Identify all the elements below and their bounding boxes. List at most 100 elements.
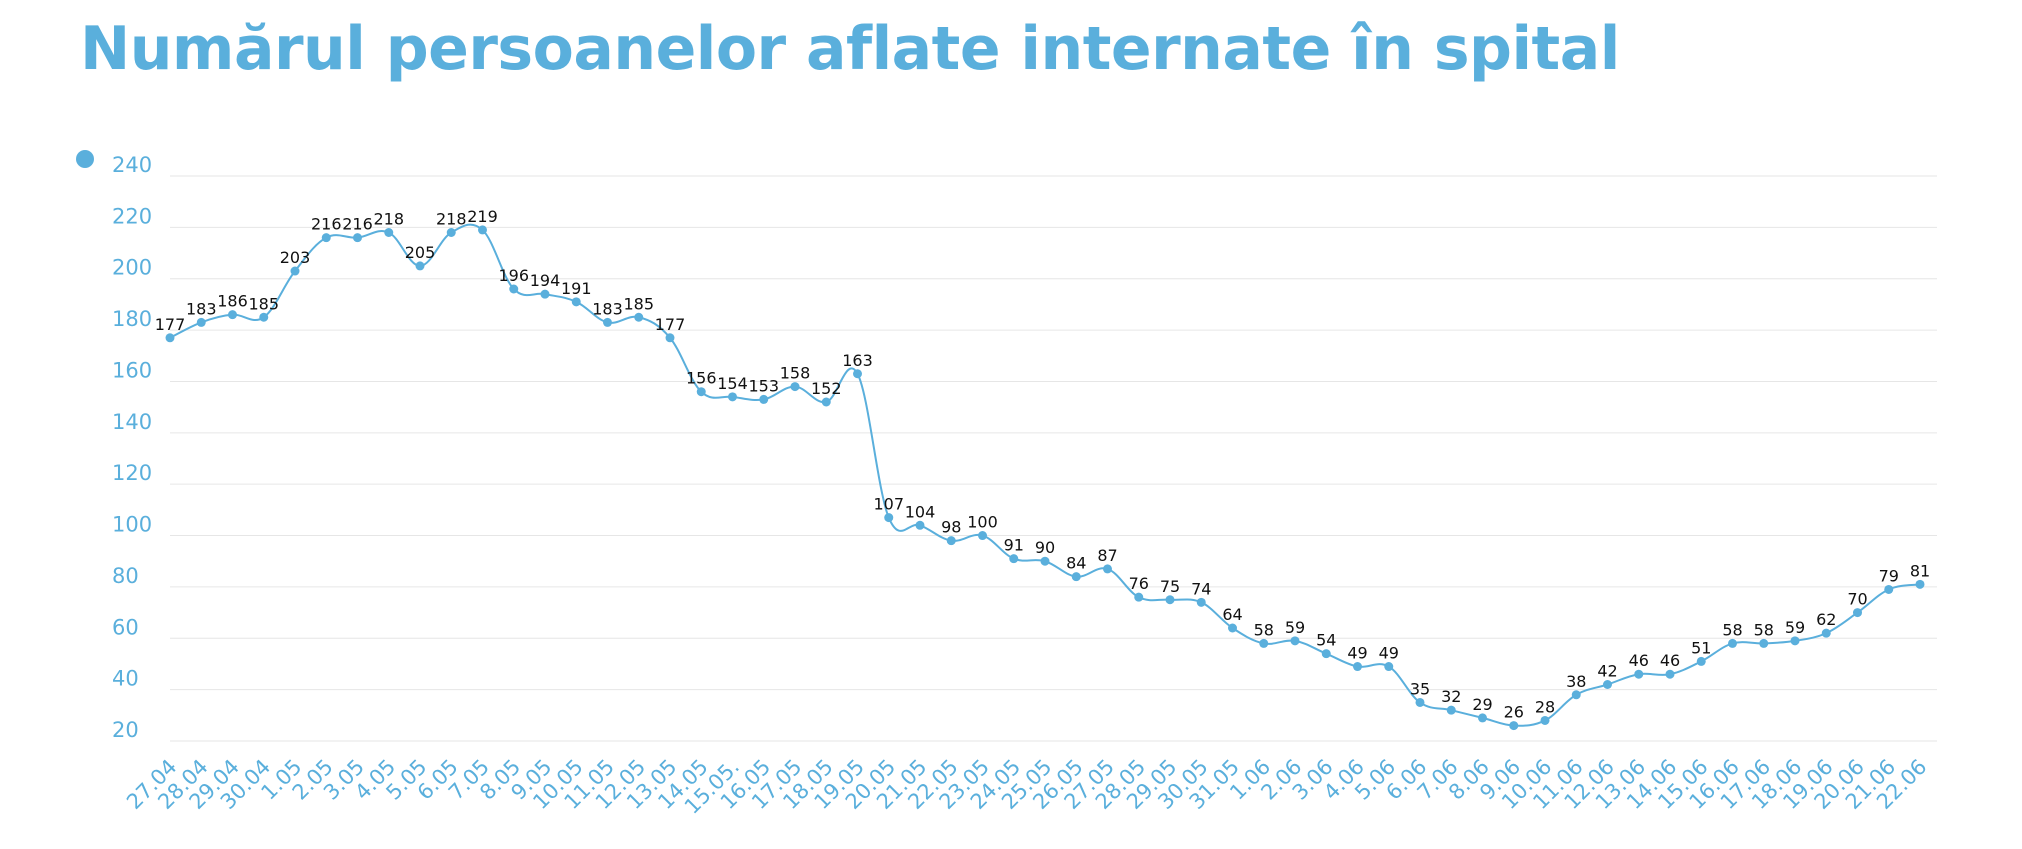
x-axis: 27.0428.0429.0430.041.052.053.054.055.05… [122,755,1931,819]
data-label: 76 [1129,574,1149,593]
data-point [1509,721,1519,731]
data-point [665,333,675,343]
data-point [540,289,550,299]
data-label: 51 [1691,638,1711,657]
data-label: 75 [1160,577,1180,596]
data-point [1165,595,1175,605]
y-tick-label: 180 [112,307,152,331]
data-label: 54 [1316,631,1336,650]
data-label: 100 [967,513,998,532]
chart-title: Numărul persoanelor aflate internate în … [80,14,1620,84]
series-line [169,223,1921,727]
data-label: 219 [467,207,498,226]
data-label: 58 [1722,620,1742,639]
data-label: 49 [1379,644,1399,663]
data-point [353,233,362,243]
data-point [1728,638,1737,648]
data-label: 70 [1847,590,1867,609]
data-label: 205 [405,243,436,262]
data-point [1853,608,1862,618]
data-point [1915,579,1925,589]
data-point [1040,556,1050,566]
data-label: 185 [623,294,654,313]
data-point [1009,554,1019,564]
data-point [1259,638,1269,648]
data-point [1353,662,1362,672]
data-label: 98 [941,518,961,537]
data-point [1384,662,1394,672]
data-label: 185 [248,294,279,313]
data-point [1665,669,1675,679]
data-point [384,228,394,237]
data-label: 216 [342,215,373,234]
data-label: 79 [1879,566,1899,585]
data-point [415,261,425,271]
data-label: 186 [217,292,248,311]
data-label: 28 [1535,697,1555,716]
data-label: 218 [373,210,404,229]
data-label: 153 [748,376,779,395]
data-point [759,394,769,404]
data-point [1571,690,1581,700]
data-point [696,387,706,397]
y-axis: 20 40 60 80 100 120 140 160 180 200 220 240 [112,153,152,742]
data-label: 191 [561,279,592,298]
data-point [1134,592,1144,602]
data-point [1790,636,1800,646]
data-label: 42 [1597,662,1617,681]
data-point [821,397,831,407]
data-label: 46 [1660,651,1680,670]
data-label: 35 [1410,679,1430,698]
data-label: 104 [905,502,936,521]
data-point [915,520,925,530]
data-point [509,284,519,294]
data-label: 156 [686,369,717,388]
data-point [1196,597,1206,607]
y-tick-label: 100 [112,513,152,537]
data-point [946,536,956,546]
data-point [228,310,237,320]
data-label: 62 [1816,610,1836,629]
data-label: 152 [811,379,842,398]
data-label: 177 [655,315,686,334]
data-point [603,317,612,327]
data-label: 91 [1004,536,1024,555]
data-point [1103,564,1112,574]
data-label: 46 [1629,651,1649,670]
data-label: 218 [436,210,467,229]
data-label: 194 [530,271,561,290]
data-point [728,392,737,402]
legend-marker [76,150,94,168]
data-point [1290,636,1300,646]
data-point [1821,628,1831,638]
data-point [1446,705,1456,715]
y-tick-label: 40 [112,667,139,691]
data-label: 84 [1066,554,1086,573]
data-point [1478,713,1487,723]
data-label: 183 [186,299,217,318]
data-label: 29 [1472,695,1492,714]
data-label: 196 [498,266,529,285]
data-point [290,266,300,276]
data-label: 49 [1347,644,1367,663]
data-point [1603,680,1612,689]
data-point [1884,584,1894,594]
y-tick-label: 220 [112,204,152,228]
y-tick-label: 80 [112,564,139,588]
data-point [165,333,175,343]
data-point [571,297,581,307]
data-point [196,317,206,327]
data-label: 183 [592,299,623,318]
data-point [1540,715,1550,725]
data-label: 158 [780,364,811,383]
data-label: 90 [1035,538,1055,557]
y-tick-label: 160 [112,358,152,382]
data-label: 38 [1566,672,1586,691]
data-point [978,531,987,541]
y-tick-label: 240 [112,153,152,177]
data-point [478,225,487,235]
data-label: 163 [842,351,873,370]
data-label: 59 [1285,618,1305,637]
data-label: 216 [311,215,342,234]
data-point [884,513,894,523]
